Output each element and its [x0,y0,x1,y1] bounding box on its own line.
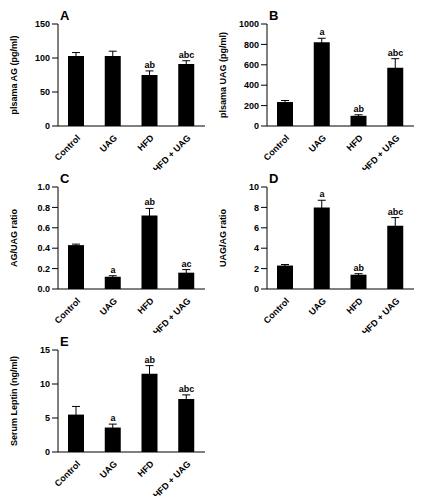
svg-text:UAG: UAG [307,133,328,154]
svg-text:HFD: HFD [136,459,157,480]
svg-text:abc: abc [388,207,404,217]
svg-text:1000: 1000 [239,19,259,29]
svg-text:UAG: UAG [98,459,119,480]
svg-text:0.2: 0.2 [37,264,50,274]
html-text:D: D [269,171,279,186]
svg-text:UAG: UAG [98,296,119,317]
svg-text:0.0: 0.0 [37,284,50,294]
svg-text:abc: abc [179,50,195,60]
svg-text:1.0: 1.0 [37,182,50,192]
svg-text:ab: ab [145,60,156,70]
svg-text:0: 0 [45,121,50,131]
svg-text:50: 50 [40,87,50,97]
svg-text:HFD: HFD [136,296,157,317]
svg-text:5: 5 [45,413,50,423]
svg-text:0.6: 0.6 [37,223,50,233]
svg-text:2: 2 [254,264,259,274]
svg-text:plsama UAG (pg/ml): plsama UAG (pg/ml) [218,32,228,118]
svg-text:abc: abc [179,384,195,394]
html-text:C: C [60,171,70,186]
svg-text:400: 400 [244,80,259,90]
html-text:E: E [60,334,69,349]
svg-text:8: 8 [254,203,259,213]
svg-text:abc: abc [388,48,404,58]
html-text:B: B [269,8,279,23]
svg-text:0: 0 [254,284,259,294]
svg-text:a: a [111,265,117,275]
svg-text:HFD + UAG: HFD + UAG [360,296,402,333]
svg-text:ac: ac [182,259,192,269]
svg-text:HFD + UAG: HFD + UAG [151,459,193,496]
svg-text:10: 10 [249,182,259,192]
html-text:A: A [60,8,70,23]
svg-text:ab: ab [354,263,365,273]
svg-text:HFD: HFD [136,133,157,154]
svg-text:a: a [320,189,326,199]
svg-text:UAG/AG ratio: UAG/AG ratio [218,209,228,268]
svg-text:plsama AG (pg/ml): plsama AG (pg/ml) [9,35,19,114]
svg-text:Control: Control [53,296,83,326]
svg-text:HFD: HFD [345,296,366,317]
svg-text:Serum Leptin (ng/ml): Serum Leptin (ng/ml) [9,356,19,446]
svg-text:HFD: HFD [345,133,366,154]
svg-text:AG/UAG ratio: AG/UAG ratio [9,209,19,268]
svg-text:6: 6 [254,223,259,233]
svg-text:UAG: UAG [307,296,328,317]
svg-text:Control: Control [53,459,83,489]
svg-text:600: 600 [244,60,259,70]
svg-text:4: 4 [254,243,259,253]
svg-text:0: 0 [45,447,50,457]
svg-text:Control: Control [262,296,292,326]
svg-text:Control: Control [262,133,292,163]
svg-text:15: 15 [40,345,50,355]
svg-text:0.4: 0.4 [37,243,50,253]
svg-text:Control: Control [53,133,83,163]
svg-text:HFD + UAG: HFD + UAG [151,133,193,170]
svg-text:0: 0 [254,121,259,131]
svg-text:HFD + UAG: HFD + UAG [360,133,402,170]
svg-text:800: 800 [244,40,259,50]
svg-text:a: a [111,413,117,423]
svg-text:10: 10 [40,379,50,389]
svg-text:100: 100 [35,53,50,63]
svg-text:ab: ab [145,197,156,207]
svg-text:200: 200 [244,101,259,111]
svg-text:ab: ab [145,355,156,365]
svg-text:UAG: UAG [98,133,119,154]
svg-text:150: 150 [35,19,50,29]
svg-text:0.8: 0.8 [37,203,50,213]
svg-text:HFD + UAG: HFD + UAG [151,296,193,333]
svg-text:ab: ab [354,104,365,114]
svg-text:a: a [320,27,326,37]
